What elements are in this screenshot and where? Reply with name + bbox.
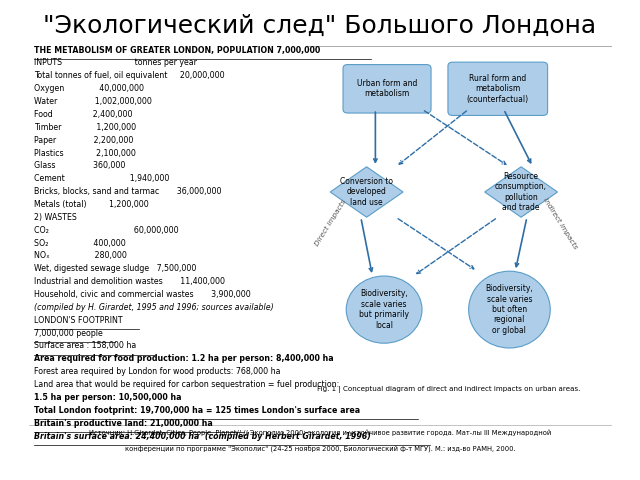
Text: Rural form and
metabolism
(counterfactual): Rural form and metabolism (counterfactua… [467,74,529,104]
Text: SO₂                  400,000: SO₂ 400,000 [35,239,126,248]
Text: Metals (total)         1,200,000: Metals (total) 1,200,000 [35,200,149,209]
Text: Wet, digested sewage sludge   7,500,000: Wet, digested sewage sludge 7,500,000 [35,264,196,273]
Text: Surface area : 158,000 ha: Surface area : 158,000 ha [35,341,137,350]
Text: Total London footprint: 19,700,000 ha = 125 times London's surface area: Total London footprint: 19,700,000 ha = … [35,406,360,415]
Polygon shape [330,167,403,217]
Text: Britain's surface area: 24,400,000 ha  (compiled by Herbert Girardet, 1996): Britain's surface area: 24,400,000 ha (c… [35,432,371,441]
Text: Industrial and demolition wastes       11,400,000: Industrial and demolition wastes 11,400,… [35,277,225,286]
Text: Paper               2,200,000: Paper 2,200,000 [35,136,134,144]
Text: Bricks, blocks, sand and tarmac       36,000,000: Bricks, blocks, sand and tarmac 36,000,0… [35,187,222,196]
FancyBboxPatch shape [448,62,548,116]
Text: Resource
consumption,
pollution
and trade: Resource consumption, pollution and trad… [495,172,547,212]
Text: (compiled by H. Girardet, 1995 and 1996; sources available): (compiled by H. Girardet, 1995 and 1996;… [35,303,274,312]
Text: NOₓ                  280,000: NOₓ 280,000 [35,252,127,261]
Text: Fig. 1 | Conceptual diagram of direct and indirect impacts on urban areas.: Fig. 1 | Conceptual diagram of direct an… [317,386,580,394]
Text: "Экологический след" Большого Лондона: "Экологический след" Большого Лондона [44,14,596,38]
Text: Glass               360,000: Glass 360,000 [35,161,126,170]
Polygon shape [484,167,557,217]
Text: Biodiversity,
scale varies
but often
regional
or global: Biodiversity, scale varies but often reg… [486,284,533,335]
Text: Conversion to
developed
land use: Conversion to developed land use [340,177,393,207]
Text: Biodiversity,
scale varies
but primarily
local: Biodiversity, scale varies but primarily… [359,289,409,330]
Text: Plastics             2,100,000: Plastics 2,100,000 [35,148,136,157]
Ellipse shape [468,271,550,348]
Text: THE METABOLISM OF GREATER LONDON, POPULATION 7,000,000: THE METABOLISM OF GREATER LONDON, POPULA… [35,46,321,55]
Text: Timber              1,200,000: Timber 1,200,000 [35,123,136,132]
Text: Food                2,400,000: Food 2,400,000 [35,110,133,119]
Text: Total tonnes of fuel, oil equivalent     20,000,000: Total tonnes of fuel, oil equivalent 20,… [35,72,225,80]
Text: Indirect impacts: Indirect impacts [543,196,579,250]
Text: Oxygen              40,000,000: Oxygen 40,000,000 [35,84,145,93]
Ellipse shape [346,276,422,343]
FancyBboxPatch shape [343,65,431,113]
Text: Cement                          1,940,000: Cement 1,940,000 [35,174,170,183]
Text: CO₂                                  60,000,000: CO₂ 60,000,000 [35,226,179,235]
Text: Britain's productive land: 21,000,000 ha: Britain's productive land: 21,000,000 ha [35,419,213,428]
Text: LONDON'S FOOTPRINT: LONDON'S FOOTPRINT [35,316,123,325]
Text: Area required for food production: 1.2 ha per person: 8,400,000 ha: Area required for food production: 1.2 h… [35,354,334,363]
Text: Источник: H.Girardet. Cities, People, Planet// // Экополис 2000: экология и усто: Источник: H.Girardet. Cities, People, Pl… [89,430,551,436]
Text: 1.5 ha per person: 10,500,000 ha: 1.5 ha per person: 10,500,000 ha [35,393,182,402]
Text: Urban form and
metabolism: Urban form and metabolism [357,79,417,98]
Text: Land area that would be required for carbon sequestration = fuel production:: Land area that would be required for car… [35,380,339,389]
Text: конференции по программе "Экополис" (24-25 ноября 2000, Биологический ф-т МГУ). : конференции по программе "Экополис" (24-… [125,445,515,453]
Text: Household, civic and commercial wastes       3,900,000: Household, civic and commercial wastes 3… [35,290,251,299]
Text: Forest area required by London for wood products: 768,000 ha: Forest area required by London for wood … [35,367,281,376]
Text: 7,000,000 people: 7,000,000 people [35,329,103,337]
Text: Direct impacts: Direct impacts [314,199,348,248]
Text: Water               1,002,000,000: Water 1,002,000,000 [35,97,152,106]
Text: 2) WASTES: 2) WASTES [35,213,77,222]
Text: INPUTS                             tonnes per year: INPUTS tonnes per year [35,59,197,68]
